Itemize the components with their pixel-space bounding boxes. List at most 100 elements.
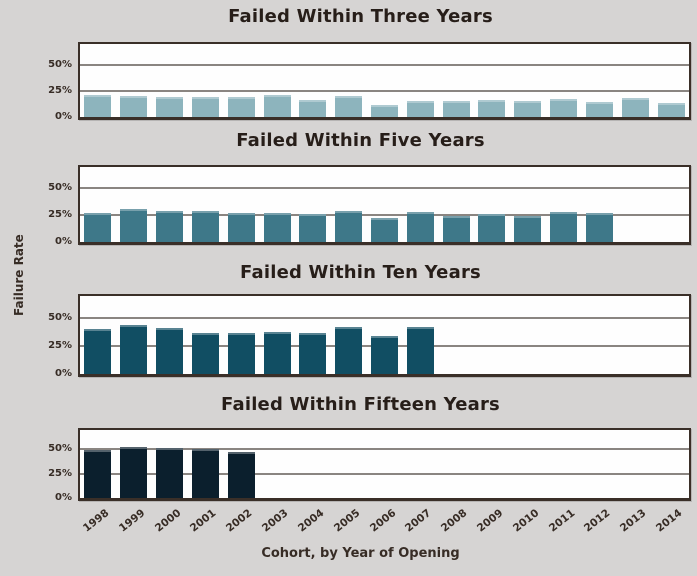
bar-2011 <box>550 212 578 242</box>
y-tick-label: 50% <box>48 182 72 194</box>
y-axis-ticks: 0% 25% 50% <box>0 42 78 122</box>
bar-2012 <box>585 213 613 242</box>
chart-row: 0% 25% 50% <box>0 428 697 503</box>
y-tick-label: 25% <box>48 209 72 221</box>
bar-2014 <box>657 103 685 117</box>
bar-1999 <box>120 208 148 242</box>
y-tick-label: 25% <box>48 84 72 96</box>
gridline-50% <box>80 317 689 320</box>
y-tick-label: 0% <box>55 492 72 503</box>
gridline-50% <box>80 63 689 66</box>
x-tick-label-2006: 2006 <box>367 507 398 535</box>
bar-1998 <box>84 329 112 374</box>
plot-area-ten-years <box>78 294 691 377</box>
bar-2004 <box>299 214 327 242</box>
bar-2000 <box>156 328 184 374</box>
y-axis-ticks: 0% 25% 50% <box>0 428 78 503</box>
bar-2006 <box>371 104 398 117</box>
bar-2002 <box>227 332 255 374</box>
x-tick-label-2001: 2001 <box>188 507 219 535</box>
bar-2009 <box>478 214 506 242</box>
y-tick-label: 0% <box>55 368 72 379</box>
plot-area-fifteen-years <box>78 428 691 501</box>
x-tick-label-2008: 2008 <box>439 507 470 535</box>
bar-2010 <box>514 101 542 117</box>
bar-2005 <box>335 96 363 117</box>
x-tick-label-2014: 2014 <box>654 507 685 535</box>
bar-2007 <box>406 212 434 242</box>
plot-area-five-years <box>78 165 691 245</box>
x-tick-label-1999: 1999 <box>116 507 148 535</box>
x-tick-label-2003: 2003 <box>259 507 291 535</box>
y-axis-ticks: 0% 25% 50% <box>0 165 78 247</box>
bar-2002 <box>227 213 255 242</box>
x-tick-label-2009: 2009 <box>474 507 506 535</box>
chart-panel-three-years: Failed Within Three Years 0% 25% 50% <box>0 6 697 122</box>
x-tick-label-2000: 2000 <box>152 507 183 535</box>
y-tick-label: 50% <box>48 312 72 324</box>
chart-row: 0% 25% 50% <box>0 294 697 379</box>
x-tick-label-2007: 2007 <box>403 507 434 535</box>
y-tick-label: 50% <box>48 58 72 70</box>
bar-2009 <box>478 100 506 117</box>
bar-2007 <box>406 327 434 374</box>
x-tick-label-2010: 2010 <box>510 507 542 535</box>
gridline-25% <box>80 214 689 217</box>
bar-2004 <box>299 100 327 117</box>
chart-panel-fifteen-years: Failed Within Fifteen Years 0% 25% 50% <box>0 394 697 503</box>
bar-2001 <box>191 97 219 117</box>
bar-1998 <box>84 450 112 498</box>
bar-2004 <box>299 332 327 374</box>
x-tick-label-1998: 1998 <box>80 507 112 535</box>
bar-2007 <box>406 101 434 117</box>
bar-1999 <box>120 324 148 374</box>
y-tick-label: 25% <box>48 467 72 479</box>
chart-title-fifteen-years: Failed Within Fifteen Years <box>221 394 500 415</box>
x-tick-label-2004: 2004 <box>295 507 327 535</box>
x-tick-label-2005: 2005 <box>331 507 363 535</box>
gridline-50% <box>80 187 689 190</box>
bar-2011 <box>550 99 578 117</box>
bar-2013 <box>621 98 649 117</box>
bar-2012 <box>585 102 613 117</box>
bar-2000 <box>156 97 184 117</box>
bar-2001 <box>191 210 219 242</box>
y-tick-label: 0% <box>55 111 72 122</box>
gridline-25% <box>80 472 689 475</box>
bar-1999 <box>120 96 148 117</box>
bar-2010 <box>514 216 542 242</box>
bar-2003 <box>263 213 291 242</box>
bar-1999 <box>120 446 148 498</box>
bar-2003 <box>263 95 291 117</box>
chart-title-five-years: Failed Within Five Years <box>236 130 485 151</box>
bar-2001 <box>191 332 219 374</box>
bar-2008 <box>442 216 470 242</box>
chart-panel-ten-years: Failed Within Ten Years 0% 25% 50% <box>0 262 697 379</box>
y-tick-label: 25% <box>48 340 72 352</box>
bar-2001 <box>191 449 219 498</box>
y-axis-ticks: 0% 25% 50% <box>0 294 78 379</box>
x-tick-label-2011: 2011 <box>546 507 577 535</box>
plot-area-three-years <box>78 42 691 120</box>
x-axis-labels: 1998 1999 2000 2001 2002 2003 2004 2005 2006 2007… <box>80 504 689 544</box>
gridline-25% <box>80 89 689 92</box>
x-tick-label-2013: 2013 <box>618 507 649 535</box>
bar-2005 <box>335 210 363 242</box>
chart-row: 0% 25% 50% <box>0 165 697 247</box>
chart-row: 0% 25% 50% <box>0 42 697 122</box>
bar-2002 <box>227 452 255 498</box>
chart-title-ten-years: Failed Within Ten Years <box>240 262 481 283</box>
x-tick-label-2002: 2002 <box>224 507 255 535</box>
bar-2006 <box>371 218 398 242</box>
gridline-50% <box>80 448 689 451</box>
bar-1998 <box>84 213 112 242</box>
bar-2003 <box>263 331 291 374</box>
chart-panel-five-years: Failed Within Five Years 0% 25% 50% <box>0 130 697 247</box>
x-axis-title: Cohort, by Year of Opening <box>261 546 460 561</box>
bar-2000 <box>156 448 184 498</box>
bar-2002 <box>227 97 255 117</box>
y-tick-label: 0% <box>55 236 72 247</box>
chart-title-three-years: Failed Within Three Years <box>228 6 493 27</box>
bar-2008 <box>442 101 470 117</box>
